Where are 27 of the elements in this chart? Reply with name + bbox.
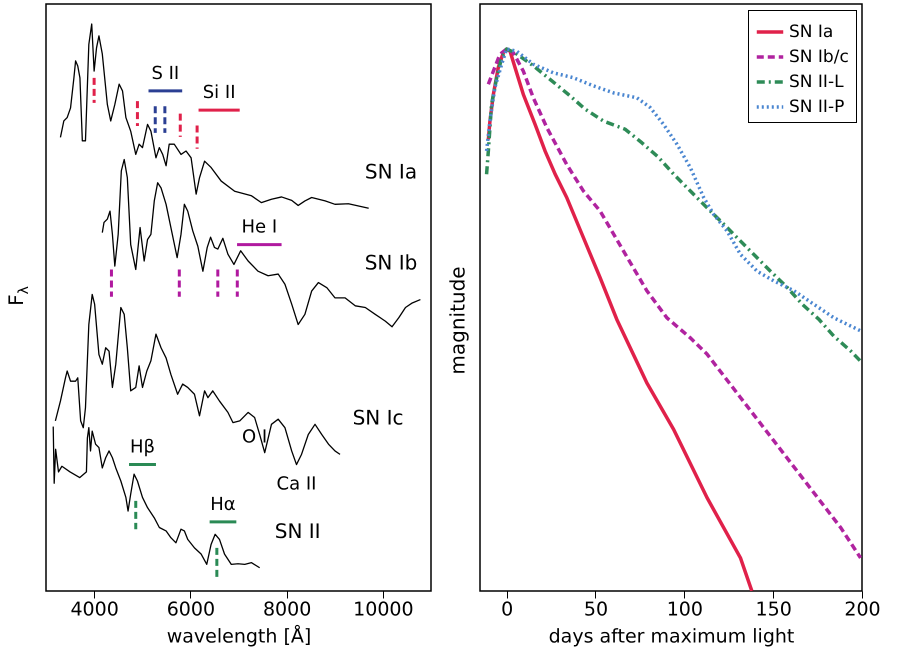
x-axis-title: days after maximum light — [548, 626, 794, 648]
x-tick-label: 50 — [584, 598, 608, 620]
legend-label: SN Ia — [789, 22, 834, 42]
annotation: Ca II — [276, 474, 316, 495]
series-label: Si II — [202, 82, 236, 104]
series-label: SN II — [274, 518, 321, 543]
x-tick-label: 0 — [501, 598, 514, 620]
legend-label: SN II-P — [789, 97, 844, 117]
legend-label: SN Ib/c — [789, 47, 849, 67]
x-tick-label: 100 — [666, 598, 703, 620]
x-axis-title: wavelength [Å] — [166, 624, 312, 648]
series-label: S II — [151, 62, 180, 84]
x-tick-label: 8000 — [262, 598, 312, 620]
annotation: O I — [242, 426, 268, 448]
y-axis-title: magnitude — [446, 266, 470, 375]
x-tick-label: 10000 — [353, 598, 414, 620]
x-tick-label: 150 — [756, 598, 792, 620]
x-tick-label: 200 — [844, 598, 881, 620]
series-label: SN Ic — [352, 405, 404, 430]
series-label: SN Ia — [364, 159, 418, 184]
series-label: Hα — [210, 494, 236, 515]
legend-label: SN II-L — [789, 72, 844, 92]
series-label: He I — [241, 216, 278, 238]
x-tick-label: 4000 — [70, 598, 119, 620]
x-tick-label: 6000 — [166, 598, 216, 620]
series-label: Hβ — [130, 436, 156, 458]
series-label: SN Ib — [364, 250, 418, 275]
